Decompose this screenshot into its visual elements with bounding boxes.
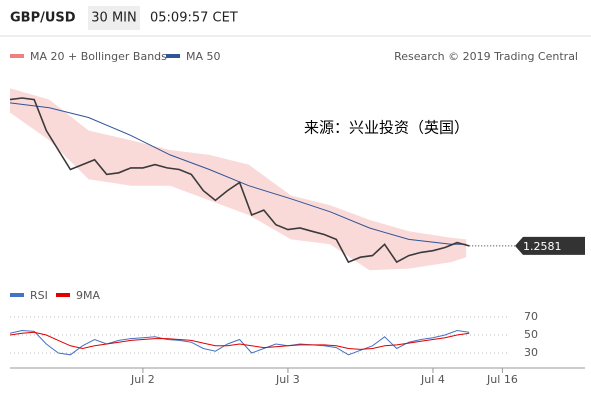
legend-swatch [10,293,24,297]
x-tick-label: Jul 4 [420,373,445,386]
interval-box[interactable] [88,6,140,30]
ma-line [9,102,467,245]
legend-swatch [166,54,180,58]
legend-swatch [56,293,70,297]
y-tick-label: 50 [524,328,538,341]
time: 05:09:57 CET [150,11,238,26]
x-tick-label: Jul 3 [275,373,300,386]
symbol: GBP/USD [10,11,76,26]
y-tick-label: 70 [524,310,538,323]
last-price-box [515,236,585,255]
source: Research © 2019 Trading Central [394,50,578,63]
annotation: 来源：兴业投资（英国） [304,119,469,137]
last-price-label: 1.2581 [523,240,562,253]
y-tick-label: 30 [524,346,538,359]
legend-label: MA 20 + Bollinger Bands [30,50,167,63]
price-line [9,97,470,264]
legend-label: MA 50 [186,50,221,63]
x-tick-label: Jul 16 [486,373,518,386]
legend-swatch [10,54,24,58]
indicator-line [9,329,470,356]
legend-label: 9MA [76,289,100,302]
x-tick-label: Jul 2 [130,373,155,386]
indicator-line [9,331,470,350]
interval[interactable]: 30 MIN [91,11,136,26]
legend-label: RSI [30,289,48,302]
bollinger-band [10,88,467,271]
